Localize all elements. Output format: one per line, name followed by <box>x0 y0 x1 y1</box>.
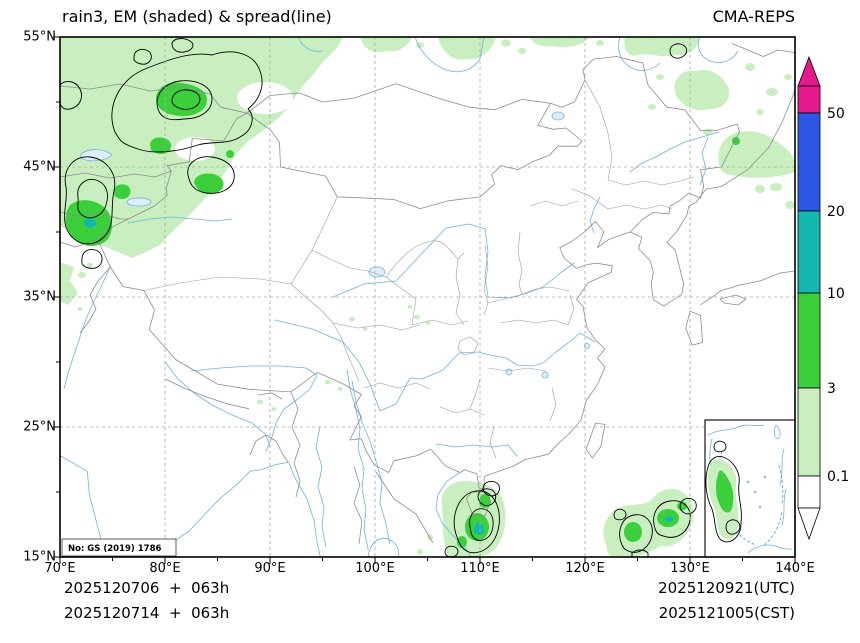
lat-tick-label: 55°N <box>23 29 56 45</box>
scs-inset <box>704 419 796 558</box>
license-text: No: GS (2019) 1786 <box>68 544 161 554</box>
korea-peninsula <box>630 201 697 307</box>
valid-time-utc: 2025120921(UTC) <box>658 579 795 597</box>
lat-tick-label: 25°N <box>23 419 56 435</box>
init-time-utc: 2025120706 + 063h <box>64 579 230 597</box>
country-borders <box>59 43 796 545</box>
chart-title: rain3, EM (shaded) & spread(line) <box>62 7 332 26</box>
colorbar-cell-3-10 <box>797 292 821 389</box>
graticule <box>60 37 795 557</box>
russia-coast <box>695 88 796 203</box>
colorbar: 50 20 10 3 0.1 <box>797 55 857 547</box>
japan-honshu <box>700 270 796 306</box>
colorbar-label: 50 <box>827 106 845 122</box>
nepal-border <box>164 378 283 410</box>
lake-issyk-kul <box>126 197 152 207</box>
colorbar-cell-under01 <box>797 475 821 509</box>
china-outline <box>97 56 740 490</box>
colorbar-label: 3 <box>827 381 836 397</box>
foreign-coastlines <box>59 455 471 558</box>
lon-tick-label: 70°E <box>44 561 76 576</box>
qinghai-lake <box>368 266 386 278</box>
lat-tick-label: 35°N <box>23 289 56 305</box>
colorbar-cell-over50 <box>797 85 821 114</box>
colorbar-label: 0.1 <box>827 469 849 485</box>
colorbar-label: 10 <box>827 286 845 302</box>
license-badge: No: GS (2019) 1786 <box>61 538 177 557</box>
colorbar-cell-10-20 <box>797 210 821 294</box>
lon-tick-label: 110°E <box>460 561 500 576</box>
lon-tick-label: 80°E <box>149 561 181 576</box>
colorbar-cell-01-3 <box>797 387 821 477</box>
lon-tick-label: 100°E <box>355 561 395 576</box>
colorbar-label: 20 <box>827 204 845 220</box>
province-borders <box>143 79 695 459</box>
rivers <box>63 36 739 550</box>
model-name-label: CMA-REPS <box>712 7 795 26</box>
lat-tick-label: 45°N <box>23 159 56 175</box>
lake-balkhash <box>80 149 113 162</box>
colorbar-over-arrow <box>797 55 821 87</box>
japan-kyushu <box>685 310 703 346</box>
colorbar-cell-20-50 <box>797 112 821 212</box>
lon-tick-label: 140°E <box>775 561 815 576</box>
map-frame <box>59 36 796 558</box>
map-figure: No: GS (2019) 1786 <box>53 36 796 564</box>
lon-tick-label: 90°E <box>254 561 286 576</box>
taiwan-island <box>585 422 606 459</box>
hulun-lake <box>551 111 565 121</box>
axis-ticks <box>53 36 796 564</box>
init-time-cst: 2025120714 + 063h <box>64 604 230 622</box>
lon-tick-label: 130°E <box>670 561 710 576</box>
colorbar-under-arrow <box>797 507 821 541</box>
valid-time-cst: 2025121005(CST) <box>658 604 795 622</box>
lon-tick-label: 120°E <box>565 561 605 576</box>
mongolia-russia-border <box>246 83 551 114</box>
lat-tick-label: 15°N <box>23 549 56 565</box>
